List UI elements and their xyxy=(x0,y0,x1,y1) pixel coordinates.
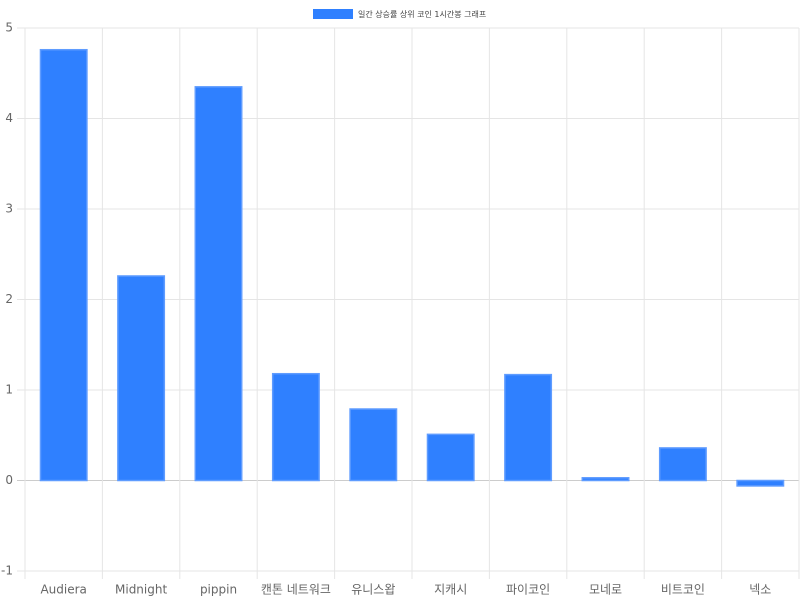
y-tick-label: -1 xyxy=(1,564,13,578)
y-tick-label: 2 xyxy=(5,292,13,306)
x-tick-label: 넥소 xyxy=(749,583,771,597)
x-tick-label: 비트코인 xyxy=(661,583,705,597)
y-tick-label: 3 xyxy=(5,202,13,216)
bar xyxy=(736,479,785,487)
x-tick-label: pippin xyxy=(200,583,237,597)
x-tick-label: Audiera xyxy=(40,583,86,597)
y-tick-label: 0 xyxy=(5,473,13,487)
bar xyxy=(504,373,553,482)
y-tick-label: 5 xyxy=(5,21,13,35)
marks xyxy=(39,48,785,487)
bar xyxy=(426,433,475,482)
bar xyxy=(658,447,707,482)
bar xyxy=(349,408,398,482)
grid xyxy=(17,27,800,579)
legend-label: 일간 상승률 상위 코인 1시간봉 그래프 xyxy=(358,9,486,19)
bar xyxy=(194,86,243,482)
legend-swatch xyxy=(313,9,353,19)
x-tick-label: Midnight xyxy=(115,583,167,597)
x-tick-label: 유니스왑 xyxy=(351,583,395,597)
bar xyxy=(271,372,320,482)
y-tick-label: 1 xyxy=(5,383,13,397)
x-tick-label: 캔톤 네트워크 xyxy=(261,583,331,597)
x-tick-label: 모네로 xyxy=(589,583,622,597)
bar xyxy=(117,275,166,482)
bar xyxy=(39,48,88,482)
y-tick-label: 4 xyxy=(5,111,13,125)
x-tick-label: 지캐시 xyxy=(434,583,467,597)
bar xyxy=(581,477,630,482)
x-tick-label: 파이코인 xyxy=(506,583,550,597)
